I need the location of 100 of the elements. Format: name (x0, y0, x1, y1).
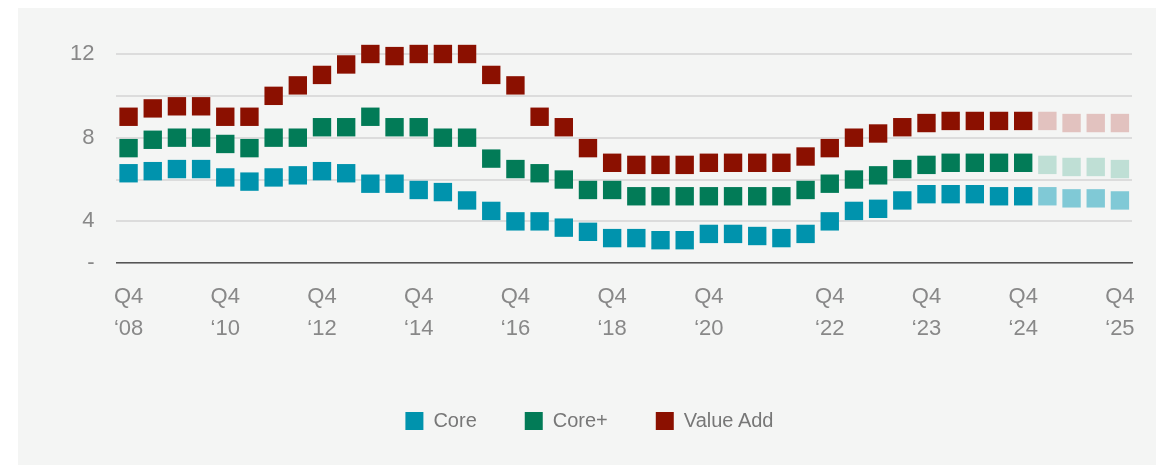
point (240, 107, 259, 126)
point (312, 161, 332, 181)
legend-label: Value Add (683, 408, 774, 431)
point (1110, 159, 1130, 179)
point (941, 153, 960, 172)
point (651, 187, 670, 206)
point (457, 191, 477, 210)
point (312, 65, 332, 85)
point (748, 226, 767, 246)
point (941, 111, 960, 131)
point (119, 164, 138, 183)
point (578, 180, 598, 200)
point (143, 161, 162, 181)
point (385, 174, 404, 193)
point (409, 44, 428, 64)
point (772, 228, 791, 248)
x-tick-label: Q4 ‘18 (597, 283, 627, 341)
point (578, 222, 598, 242)
point (1038, 155, 1057, 175)
point (917, 184, 936, 204)
point (216, 134, 235, 154)
point (844, 201, 864, 221)
point (675, 187, 694, 206)
point (1110, 113, 1130, 133)
point (385, 46, 404, 66)
point (554, 218, 573, 237)
point (796, 180, 815, 200)
point (675, 155, 694, 175)
point (264, 86, 283, 106)
point (772, 187, 791, 206)
point (336, 118, 356, 137)
point (361, 107, 380, 126)
point (240, 138, 259, 158)
point (1038, 111, 1057, 131)
point (965, 111, 985, 131)
point (336, 55, 356, 74)
y-tick-label: 12 (69, 40, 95, 66)
x-tick-label: Q4 ‘22 (815, 283, 845, 341)
point (602, 228, 622, 248)
point (699, 153, 719, 172)
point (1086, 189, 1105, 208)
point (361, 174, 380, 193)
point (191, 97, 211, 116)
point (433, 128, 453, 147)
point (191, 128, 211, 147)
point (506, 159, 525, 179)
point (917, 113, 936, 133)
point (675, 231, 694, 250)
x-tick-label: Q4 ‘16 (500, 283, 531, 341)
point (167, 128, 187, 147)
point (1086, 113, 1105, 133)
point (627, 155, 646, 175)
point (216, 107, 235, 126)
point (433, 182, 453, 202)
point (796, 224, 815, 244)
point (602, 153, 622, 172)
point (748, 187, 767, 206)
point (651, 155, 670, 175)
x-tick-label: Q4 ‘12 (307, 283, 337, 341)
point (1086, 157, 1105, 177)
point (409, 180, 428, 200)
x-tick-label: Q4 ‘23 (911, 283, 942, 341)
point (844, 170, 864, 189)
point (820, 174, 839, 193)
point (796, 147, 815, 166)
y-tick-label: - (87, 249, 95, 275)
point (868, 166, 888, 185)
point (240, 172, 259, 191)
point (530, 164, 549, 183)
point (699, 187, 719, 206)
point (433, 44, 453, 64)
x-tick-label: Q4 ‘14 (404, 283, 434, 341)
point (989, 153, 1009, 172)
point (602, 180, 622, 200)
point (167, 97, 187, 116)
point (893, 191, 912, 210)
point (868, 199, 888, 218)
point (723, 187, 743, 206)
point (1110, 191, 1130, 210)
point (457, 128, 477, 147)
x-tick-label: Q4 ‘10 (210, 283, 240, 341)
point (868, 124, 888, 143)
point (143, 130, 162, 149)
point (457, 44, 477, 64)
x-tick-label: Q4 ‘20 (694, 283, 724, 341)
point (361, 44, 380, 64)
point (336, 164, 356, 183)
x-tick-label: Q4 ‘08 (113, 283, 144, 341)
y-tick-label: 8 (82, 123, 95, 149)
point (119, 138, 138, 158)
x-tick-label: Q4 ‘24 (1008, 283, 1038, 341)
point (409, 118, 428, 137)
point (385, 118, 404, 137)
point (554, 118, 573, 137)
point (651, 231, 670, 250)
point (723, 153, 743, 172)
point (627, 187, 646, 206)
point (820, 138, 839, 158)
point (288, 76, 308, 95)
point (989, 111, 1009, 131)
